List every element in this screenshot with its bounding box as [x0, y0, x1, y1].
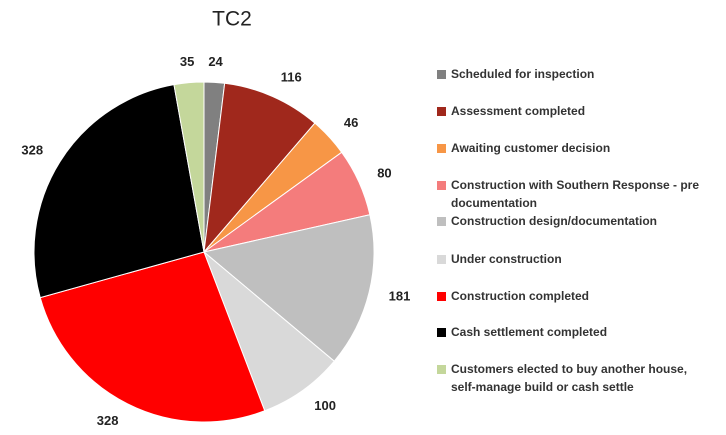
legend-label: Scheduled for inspection: [451, 67, 594, 81]
legend-label: Construction completed: [451, 289, 589, 303]
legend-label: Awaiting customer decision: [451, 141, 610, 155]
legend-swatch: [437, 181, 446, 190]
legend-label: Cash settlement completed: [451, 325, 607, 339]
legend-swatch: [437, 328, 446, 337]
pie-slice: [173, 81, 205, 253]
legend-swatch: [437, 70, 446, 79]
data-label: 24: [208, 54, 223, 69]
pie-slice: [33, 84, 205, 299]
data-label: 35: [180, 54, 194, 69]
legend-swatch: [437, 107, 446, 116]
legend-swatch: [437, 365, 446, 374]
legend-label: Construction with Southern Response - pr…: [451, 178, 699, 210]
legend-label: Customers elected to buy another house, s…: [451, 362, 687, 394]
data-label: 116: [281, 70, 302, 85]
legend-swatch: [437, 217, 446, 226]
pie-slice: [203, 82, 316, 254]
data-label: 46: [344, 115, 358, 130]
legend-label: Under construction: [451, 252, 562, 266]
data-label: 181: [389, 288, 411, 303]
data-label: 328: [97, 413, 119, 428]
data-label: 80: [377, 165, 391, 180]
data-label: 328: [21, 142, 43, 157]
legend-swatch: [437, 144, 446, 153]
legend-swatch: [437, 292, 446, 301]
data-label: 100: [314, 398, 336, 413]
chart-title: TC2: [212, 8, 252, 31]
legend-swatch: [437, 255, 446, 264]
pie-slice: [39, 251, 266, 423]
pie-slice: [202, 214, 375, 362]
legend-label: Construction design/documentation: [451, 214, 657, 228]
legend-label: Assessment completed: [451, 104, 585, 118]
